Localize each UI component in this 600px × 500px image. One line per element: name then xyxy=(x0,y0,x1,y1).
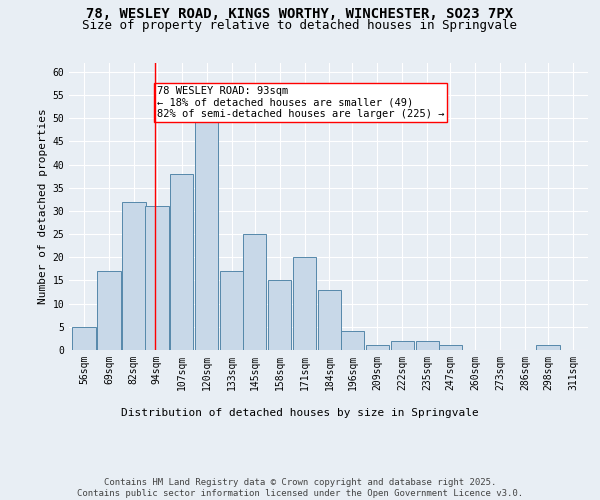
Bar xyxy=(220,271,244,350)
Bar xyxy=(122,202,146,350)
Bar xyxy=(97,271,121,350)
Bar xyxy=(170,174,193,350)
Bar xyxy=(439,346,462,350)
Text: 78 WESLEY ROAD: 93sqm
← 18% of detached houses are smaller (49)
82% of semi-deta: 78 WESLEY ROAD: 93sqm ← 18% of detached … xyxy=(157,86,445,119)
Text: Distribution of detached houses by size in Springvale: Distribution of detached houses by size … xyxy=(121,408,479,418)
Bar xyxy=(268,280,291,350)
Bar xyxy=(341,332,364,350)
Bar xyxy=(145,206,169,350)
Bar xyxy=(416,340,439,350)
Text: Size of property relative to detached houses in Springvale: Size of property relative to detached ho… xyxy=(83,18,517,32)
Text: Contains HM Land Registry data © Crown copyright and database right 2025.
Contai: Contains HM Land Registry data © Crown c… xyxy=(77,478,523,498)
Bar xyxy=(243,234,266,350)
Bar xyxy=(293,258,316,350)
Bar xyxy=(72,327,95,350)
Bar xyxy=(536,346,560,350)
Bar xyxy=(391,340,414,350)
Text: 78, WESLEY ROAD, KINGS WORTHY, WINCHESTER, SO23 7PX: 78, WESLEY ROAD, KINGS WORTHY, WINCHESTE… xyxy=(86,8,514,22)
Bar xyxy=(318,290,341,350)
Bar xyxy=(195,118,218,350)
Y-axis label: Number of detached properties: Number of detached properties xyxy=(38,108,48,304)
Bar xyxy=(366,346,389,350)
